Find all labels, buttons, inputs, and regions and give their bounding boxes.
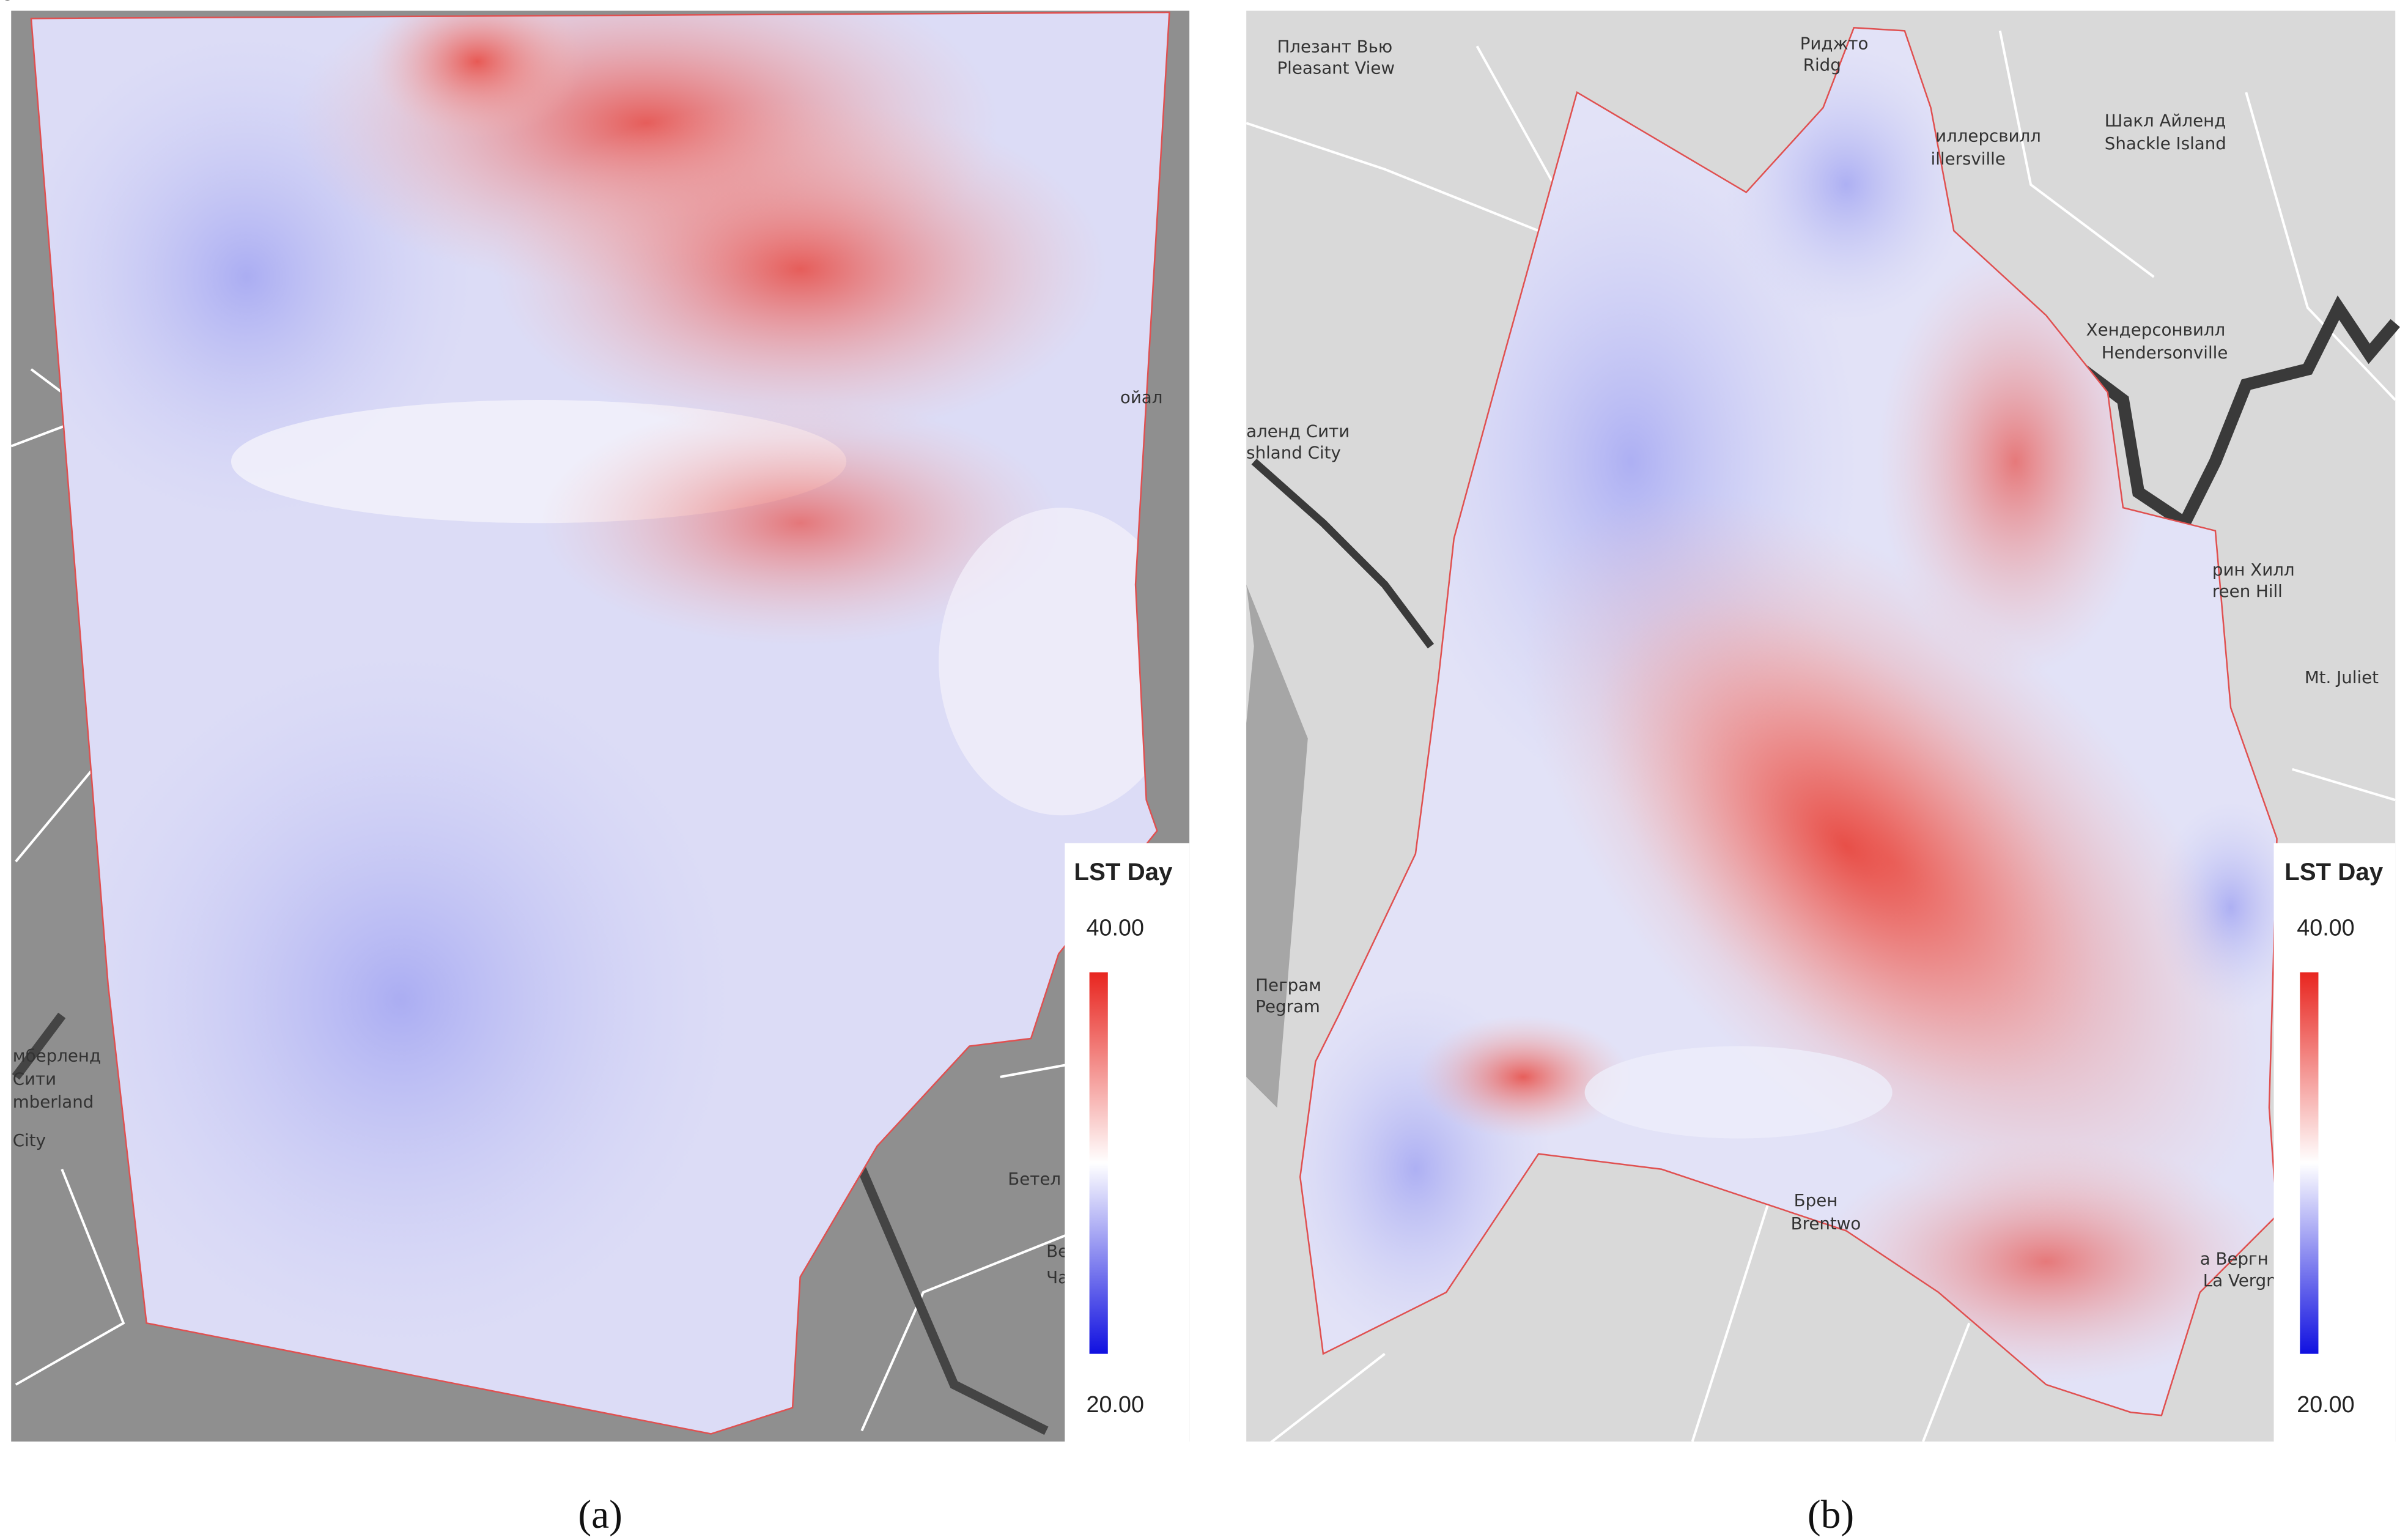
place-label: Ch [1,0,23,4]
caption: (b) [1808,1493,1854,1537]
colorbar [1089,972,1108,1354]
caption: (a) [578,1493,622,1537]
place-label: shland City [1246,443,1341,463]
place-label: reen Hill [2212,581,2283,601]
place-label: Хендерсонвилл [2086,319,2226,339]
place-label: Pleasant View [1277,58,1394,78]
legend-max: 40.00 [1087,914,1144,940]
place-label: Ridg [1803,55,1841,75]
place-label: иллерсвилл [1935,125,2041,146]
place-label: аленд Сити [1246,421,1350,441]
boundary [1299,26,2278,1416]
panel-a: ойалмберлендСитиmberlandCityБетелBethelЧ… [1,0,1190,1537]
river [1251,458,1435,649]
legend-title: LST Day [2284,858,2384,886]
place-label: Сити [13,1068,56,1089]
colorbar [2300,972,2319,1354]
place-label: Риджто [1800,33,1869,53]
place-label: Ча [1046,1267,1068,1287]
place-label: City [13,1130,46,1150]
legend-max: 40.00 [2297,914,2354,940]
place-label: Shackle Island [2105,133,2226,154]
place-label: illersville [1931,149,2006,169]
place-label: La Vergne [2203,1270,2288,1290]
legend-min: 20.00 [2297,1391,2354,1417]
place-label: ойал [1120,387,1163,407]
place-label: Hendersonville [2102,342,2228,363]
land-cover [1246,584,1308,1108]
place-label: Пеграм [1255,975,1321,995]
place-label: а Вергн [2200,1249,2269,1269]
place-label: mberland [13,1092,94,1112]
place-label: мберленд [13,1046,101,1066]
place-label: Mt. Juliet [2305,667,2379,687]
boundary [30,11,1170,1435]
legend [2273,843,2396,1442]
legend-min: 20.00 [1087,1391,1144,1417]
place-label: Бетел [1008,1169,1061,1189]
place-label: Pegram [1255,996,1320,1016]
place-label: рин Хилл [2212,560,2295,580]
river [2058,295,2400,532]
legend-title: LST Day [1074,858,1173,886]
place-label: Brentwo [1791,1213,1861,1234]
river [12,1012,1049,1435]
legend [1065,843,1190,1442]
place-label: Брен [1794,1190,1838,1210]
place-label: Шакл Айленд [2105,110,2226,130]
place-label: Плезант Вью [1277,37,1392,57]
